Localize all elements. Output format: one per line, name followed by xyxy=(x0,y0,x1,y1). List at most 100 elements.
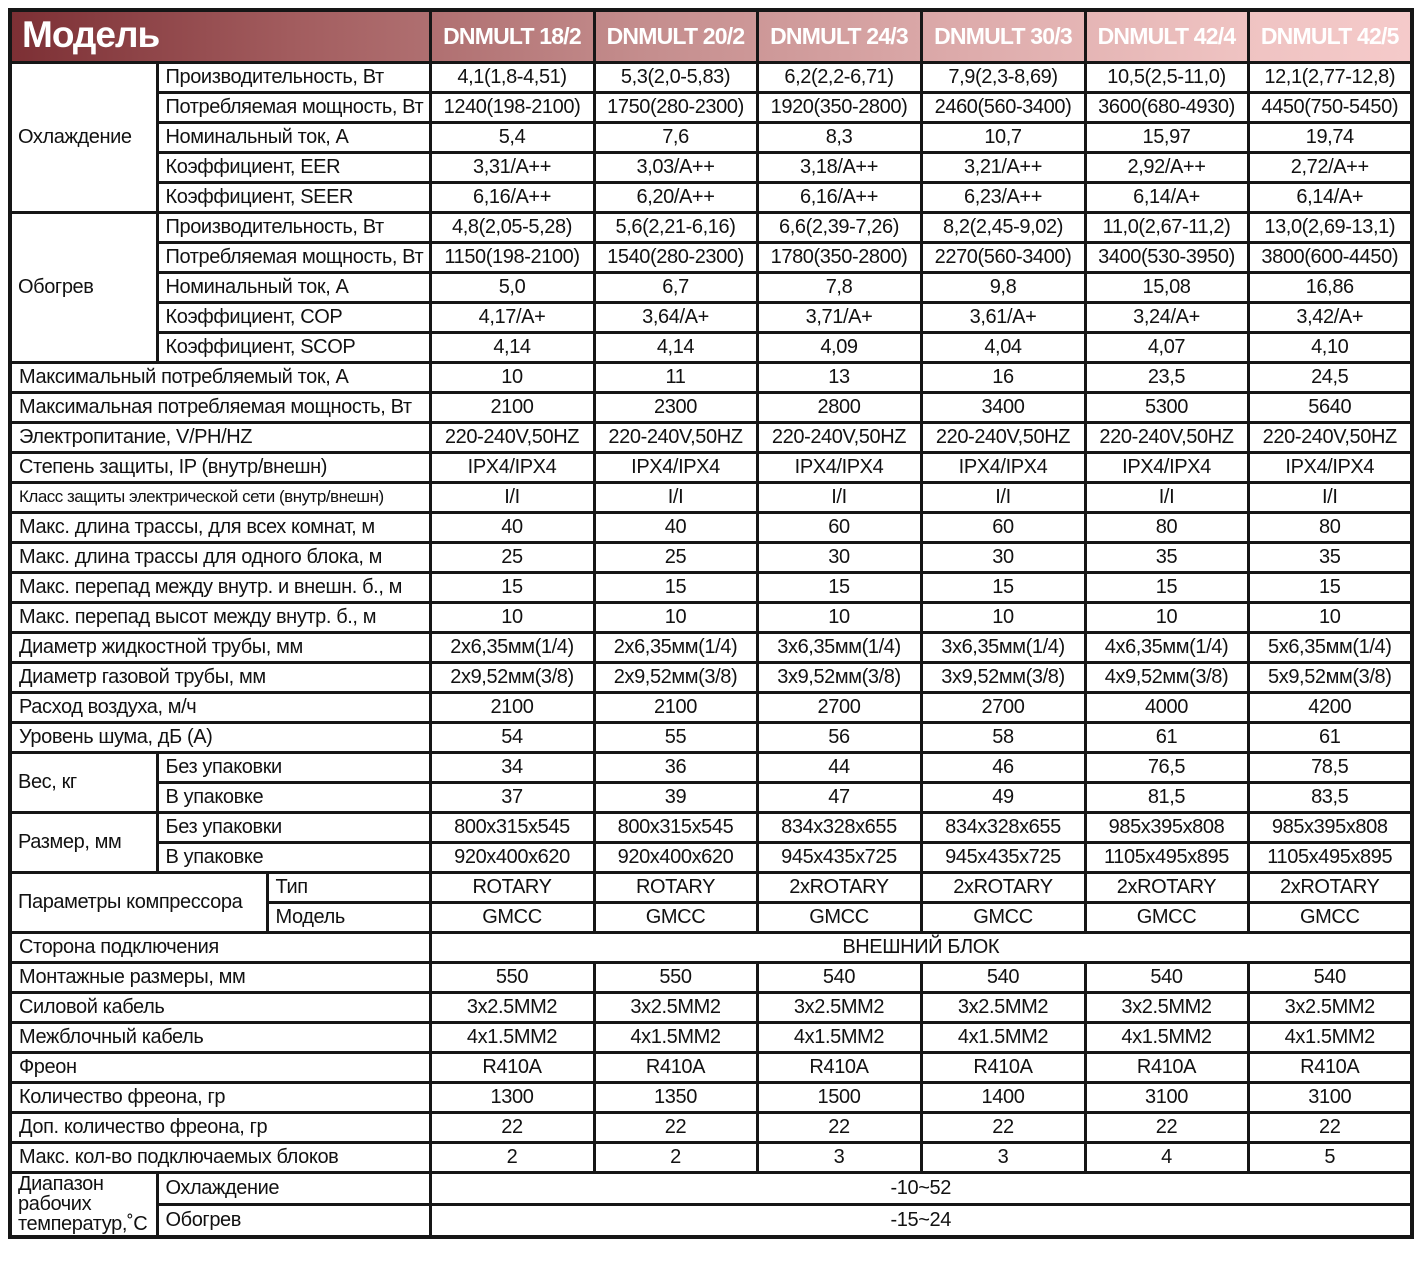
value-cell: 3,71/A+ xyxy=(755,300,923,334)
value-cell: I/I xyxy=(428,480,596,514)
value-cell: 83,5 xyxy=(1246,780,1414,814)
header-row: Модель DNMULT 18/2 DNMULT 20/2 DNMULT 24/3… xyxy=(8,8,1414,64)
row-label: Без упаковки xyxy=(155,750,432,784)
value-cell: ROTARY xyxy=(428,870,596,904)
value-cell: 2100 xyxy=(428,390,596,424)
value-cell: 220-240V,50HZ xyxy=(592,420,759,454)
value-cell: 3,64/A+ xyxy=(592,300,759,334)
value-cell: 3,18/A++ xyxy=(755,150,923,184)
table-row: Максимальный потребляемый ток, А 10 11 13 16… xyxy=(8,360,1414,394)
value-cell: 7,6 xyxy=(592,120,759,154)
value-cell: 22 xyxy=(428,1110,596,1144)
value-cell: IPX4/IPX4 xyxy=(919,450,1087,484)
value-cell: I/I xyxy=(592,480,759,514)
value-cell: 945х435х725 xyxy=(755,840,923,874)
value-cell: R410A xyxy=(592,1050,759,1084)
value-cell: R410A xyxy=(428,1050,596,1084)
value-cell: 60 xyxy=(919,510,1087,544)
value-cell: 10,5(2,5-11,0) xyxy=(1083,60,1250,94)
value-cell: 3х6,35мм(1/4) xyxy=(755,630,923,664)
row-label: Коэффициент, SCOP xyxy=(155,330,432,364)
table-row: Межблочный кабель 4х1.5ММ2 4х1.5ММ2 4х1.5ММ… xyxy=(8,1020,1414,1054)
value-cell: 10 xyxy=(1246,600,1414,634)
value-cell: 8,3 xyxy=(755,120,923,154)
value-cell: 3400 xyxy=(919,390,1087,424)
value-cell: 3х2.5ММ2 xyxy=(755,990,923,1024)
row-label: Коэффициент, SEER xyxy=(155,180,432,214)
row-label: Макс. перепад высот между внутр. б., м xyxy=(8,600,432,634)
section-label: Размер, мм xyxy=(8,810,159,874)
value-cell: 540 xyxy=(755,960,923,994)
value-cell: 1105х495х895 xyxy=(1246,840,1414,874)
value-cell: 4х1.5ММ2 xyxy=(428,1020,596,1054)
value-cell: 550 xyxy=(592,960,759,994)
spec-table-body: Охлаждение Производительность, Вт 4,1(1,8-… xyxy=(8,60,1414,1239)
value-cell: I/I xyxy=(1083,480,1250,514)
model-header: DNMULT 30/3 xyxy=(919,8,1087,64)
value-cell: 3х6,35мм(1/4) xyxy=(919,630,1087,664)
model-header: DNMULT 18/2 xyxy=(428,8,596,64)
value-cell: 6,7 xyxy=(592,270,759,304)
value-cell: 6,16/A++ xyxy=(755,180,923,214)
row-label: Максимальная потребляемая мощность, Вт xyxy=(8,390,432,424)
row-label: Макс. перепад между внутр. и внешн. б., … xyxy=(8,570,432,604)
value-cell: 10,7 xyxy=(919,120,1087,154)
value-cell: 4,1(1,8-4,51) xyxy=(428,60,596,94)
value-cell: 5,6(2,21-6,16) xyxy=(592,210,759,244)
value-cell: 800х315х545 xyxy=(592,810,759,844)
value-cell: 30 xyxy=(919,540,1087,574)
value-cell: 3х2.5ММ2 xyxy=(1083,990,1250,1024)
table-row: Уровень шума, дБ (А) 54 55 56 58 61 61 xyxy=(8,720,1414,754)
value-cell: 10 xyxy=(428,360,596,394)
row-label: Диаметр газовой трубы, мм xyxy=(8,660,432,694)
value-cell: 3х2.5ММ2 xyxy=(592,990,759,1024)
value-cell: 4200 xyxy=(1246,690,1414,724)
table-row: Макс. длина трассы, для всех комнат, м 40… xyxy=(8,510,1414,544)
value-cell: 1350 xyxy=(592,1080,759,1114)
value-cell: R410A xyxy=(1083,1050,1250,1084)
value-cell: 3 xyxy=(919,1140,1087,1174)
value-cell: 6,14/A+ xyxy=(1246,180,1414,214)
row-label: Силовой кабель xyxy=(8,990,432,1024)
value-cell: 4,14 xyxy=(592,330,759,364)
value-cell: 6,16/A++ xyxy=(428,180,596,214)
value-cell: 1750(280-2300) xyxy=(592,90,759,124)
value-cell: 3х9,52мм(3/8) xyxy=(919,660,1087,694)
value-cell: I/I xyxy=(755,480,923,514)
value-cell: 2х9,52мм(3/8) xyxy=(592,660,759,694)
value-cell: 15 xyxy=(755,570,923,604)
value-cell: 11 xyxy=(592,360,759,394)
spec-table: Модель DNMULT 18/2 DNMULT 20/2 DNMULT 24/3… xyxy=(8,8,1414,1239)
value-cell: 25 xyxy=(428,540,596,574)
value-cell: 4х1.5ММ2 xyxy=(919,1020,1087,1054)
value-cell: 2 xyxy=(428,1140,596,1174)
row-label: Охлаждение xyxy=(155,1170,432,1206)
value-cell: 3800(600-4450) xyxy=(1246,240,1414,274)
value-cell: 1920(350-2800) xyxy=(755,90,923,124)
value-cell: GMCC xyxy=(592,900,759,934)
value-cell: 10 xyxy=(428,600,596,634)
value-cell: 10 xyxy=(919,600,1087,634)
row-label: В упаковке xyxy=(155,780,432,814)
value-cell: 37 xyxy=(428,780,596,814)
value-cell: 10 xyxy=(1083,600,1250,634)
value-cell: IPX4/IPX4 xyxy=(592,450,759,484)
row-label: Уровень шума, дБ (А) xyxy=(8,720,432,754)
value-cell: 1105х495х895 xyxy=(1083,840,1250,874)
row-label: Потребляемая мощность, Вт xyxy=(155,240,432,274)
value-cell: 2xROTARY xyxy=(919,870,1087,904)
value-cell: 834х328х655 xyxy=(755,810,923,844)
row-label: Макс. длина трассы, для всех комнат, м xyxy=(8,510,432,544)
value-cell: 2х6,35мм(1/4) xyxy=(428,630,596,664)
table-row: Монтажные размеры, мм 550 550 540 540 540 540 xyxy=(8,960,1414,994)
value-cell: I/I xyxy=(919,480,1087,514)
table-row: Макс. длина трассы для одного блока, м 25… xyxy=(8,540,1414,574)
table-row: Размер, мм Без упаковки 800х315х545 800х315… xyxy=(8,810,1414,874)
section-label: Охлаждение xyxy=(8,60,159,214)
table-row: Силовой кабель 3х2.5ММ2 3х2.5ММ2 3х2.5ММ2 3х… xyxy=(8,990,1414,1024)
value-cell: 6,2(2,2-6,71) xyxy=(755,60,923,94)
row-label: Фреон xyxy=(8,1050,432,1084)
value-cell: 76,5 xyxy=(1083,750,1250,784)
value-cell: GMCC xyxy=(1246,900,1414,934)
